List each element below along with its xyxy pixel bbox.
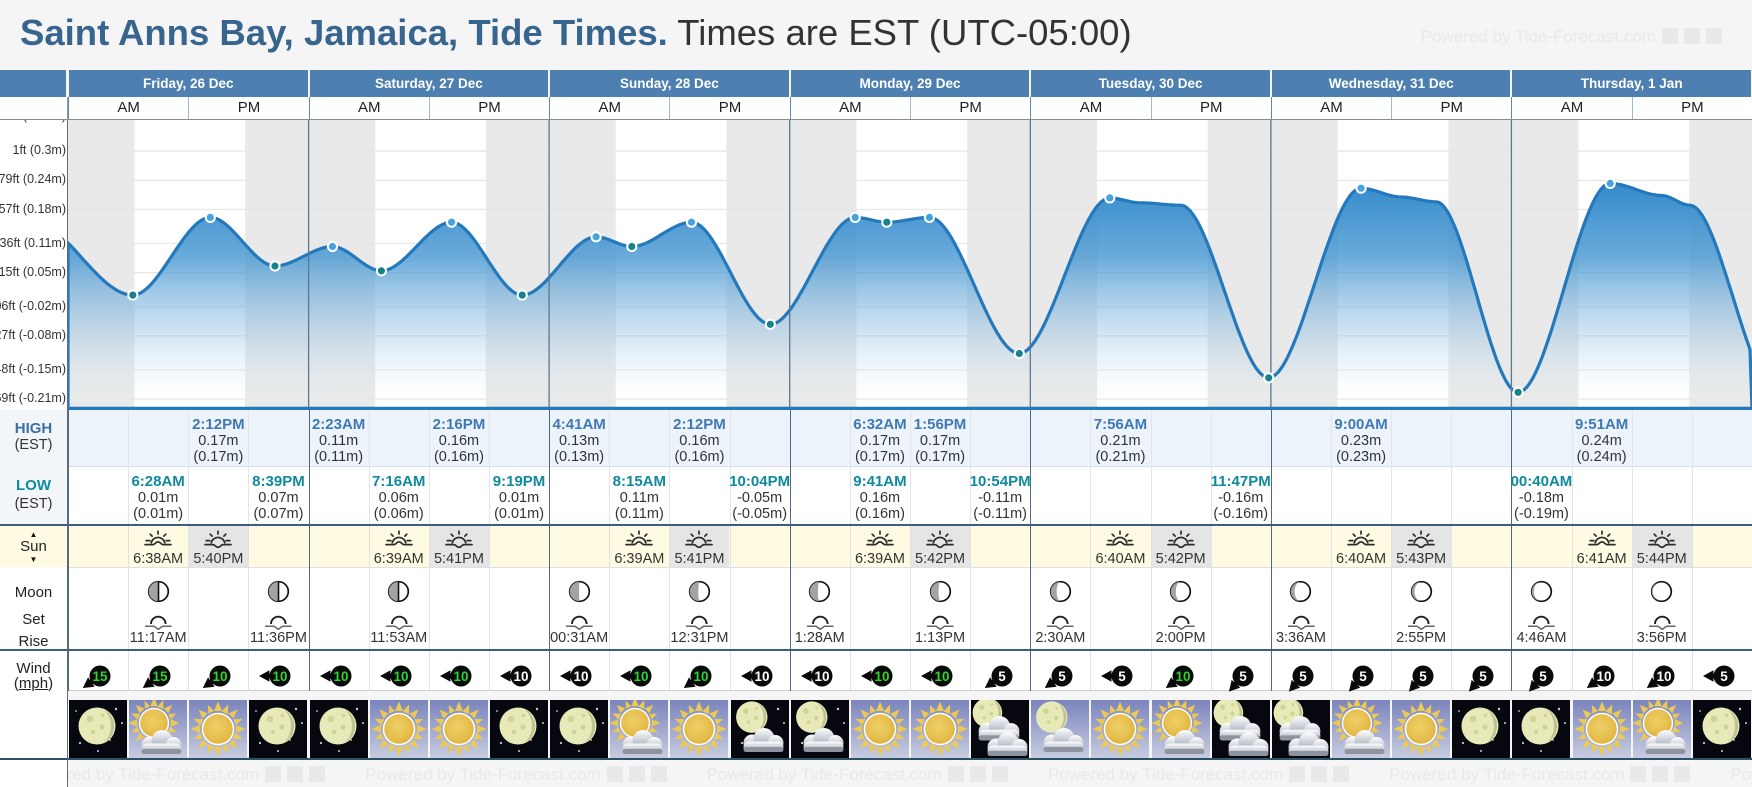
- svg-text:5: 5: [1299, 669, 1307, 684]
- svg-text:10: 10: [754, 669, 769, 684]
- svg-text:10: 10: [1656, 669, 1671, 684]
- svg-text:10: 10: [1175, 669, 1190, 684]
- svg-text:10: 10: [513, 669, 528, 684]
- svg-text:10: 10: [934, 669, 949, 684]
- svg-text:10: 10: [273, 669, 288, 684]
- svg-text:5: 5: [1720, 669, 1728, 684]
- svg-text:10: 10: [694, 669, 709, 684]
- svg-text:10: 10: [333, 669, 348, 684]
- svg-text:10: 10: [814, 669, 829, 684]
- svg-text:5: 5: [1239, 669, 1247, 684]
- svg-text:10: 10: [1596, 669, 1611, 684]
- svg-text:5: 5: [1419, 669, 1427, 684]
- svg-text:10: 10: [453, 669, 468, 684]
- svg-text:15: 15: [92, 669, 108, 684]
- svg-text:5: 5: [1480, 669, 1488, 684]
- svg-text:5: 5: [1540, 669, 1548, 684]
- svg-text:10: 10: [393, 669, 408, 684]
- svg-text:15: 15: [153, 669, 169, 684]
- svg-text:10: 10: [213, 669, 228, 684]
- svg-text:5: 5: [1119, 669, 1127, 684]
- svg-text:10: 10: [634, 669, 649, 684]
- svg-text:5: 5: [1359, 669, 1367, 684]
- svg-text:10: 10: [574, 669, 589, 684]
- svg-text:5: 5: [1059, 669, 1067, 684]
- svg-text:5: 5: [998, 669, 1006, 684]
- svg-text:10: 10: [874, 669, 889, 684]
